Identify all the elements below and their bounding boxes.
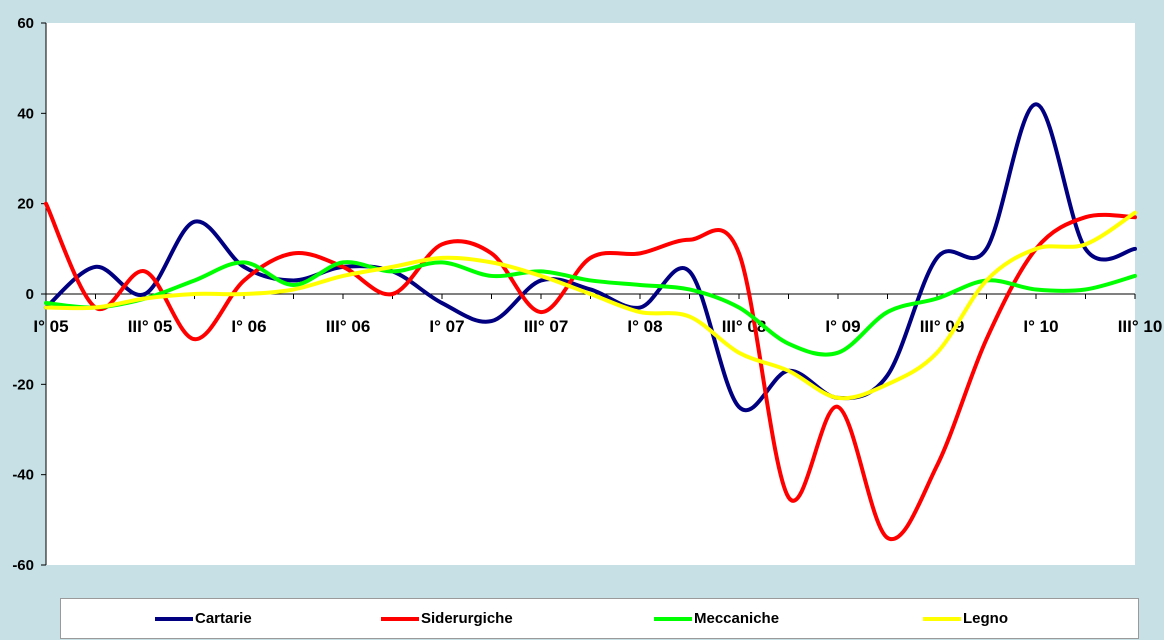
series-line-meccaniche [44, 260, 1137, 357]
y-tick-label: 40 [17, 105, 34, 122]
x-tick-label: I° 10 [1023, 317, 1058, 336]
legend-item-siderurgiche: Siderurgiche [381, 599, 513, 638]
legend-item-cartarie: Cartarie [155, 599, 252, 638]
legend-item-meccaniche: Meccaniche [654, 599, 779, 638]
y-tick-label: 60 [17, 15, 34, 32]
y-tick-label: -40 [12, 467, 34, 484]
chart: -60 -40 -20 0 20 40 60 I° 05 III° 05 I° 06 III° 0… [12, 15, 1163, 574]
x-tick-label: I° 06 [231, 317, 266, 336]
x-tick-label: III° 05 [128, 317, 173, 336]
legend-label: Meccaniche [694, 610, 780, 627]
x-tick-label: I° 08 [627, 317, 662, 336]
legend-label: Siderurgiche [421, 610, 513, 627]
x-tick-label: III° 07 [524, 317, 569, 336]
legend-item-legno: Legno [923, 599, 1008, 638]
legend-swatch [654, 616, 692, 621]
x-tick-label: I° 05 [33, 317, 68, 336]
x-tick-label: III° 10 [1118, 317, 1163, 336]
x-tick-label: I° 07 [429, 317, 464, 336]
legend-label: Legno [963, 610, 1008, 627]
series-line-cartarie [44, 102, 1137, 412]
y-tick-label: 0 [26, 286, 34, 303]
series-line-siderurgiche [44, 201, 1137, 542]
legend-swatch [381, 616, 419, 621]
legend: Cartarie Siderurgiche Meccaniche Legno [60, 598, 1139, 639]
y-axis: -60 -40 -20 0 20 40 60 [12, 15, 47, 574]
legend-swatch [155, 616, 193, 621]
x-tick-label: III° 06 [326, 317, 371, 336]
legend-swatch [923, 616, 961, 621]
x-tick-label: III° 08 [722, 317, 767, 336]
y-tick-label: -20 [12, 376, 34, 393]
y-tick-label: 20 [17, 196, 34, 213]
series-lines [44, 102, 1137, 542]
x-tick-label: I° 09 [825, 317, 860, 336]
legend-label: Cartarie [195, 610, 252, 627]
y-tick-label: -60 [12, 557, 34, 574]
series-line-legno [44, 210, 1137, 401]
